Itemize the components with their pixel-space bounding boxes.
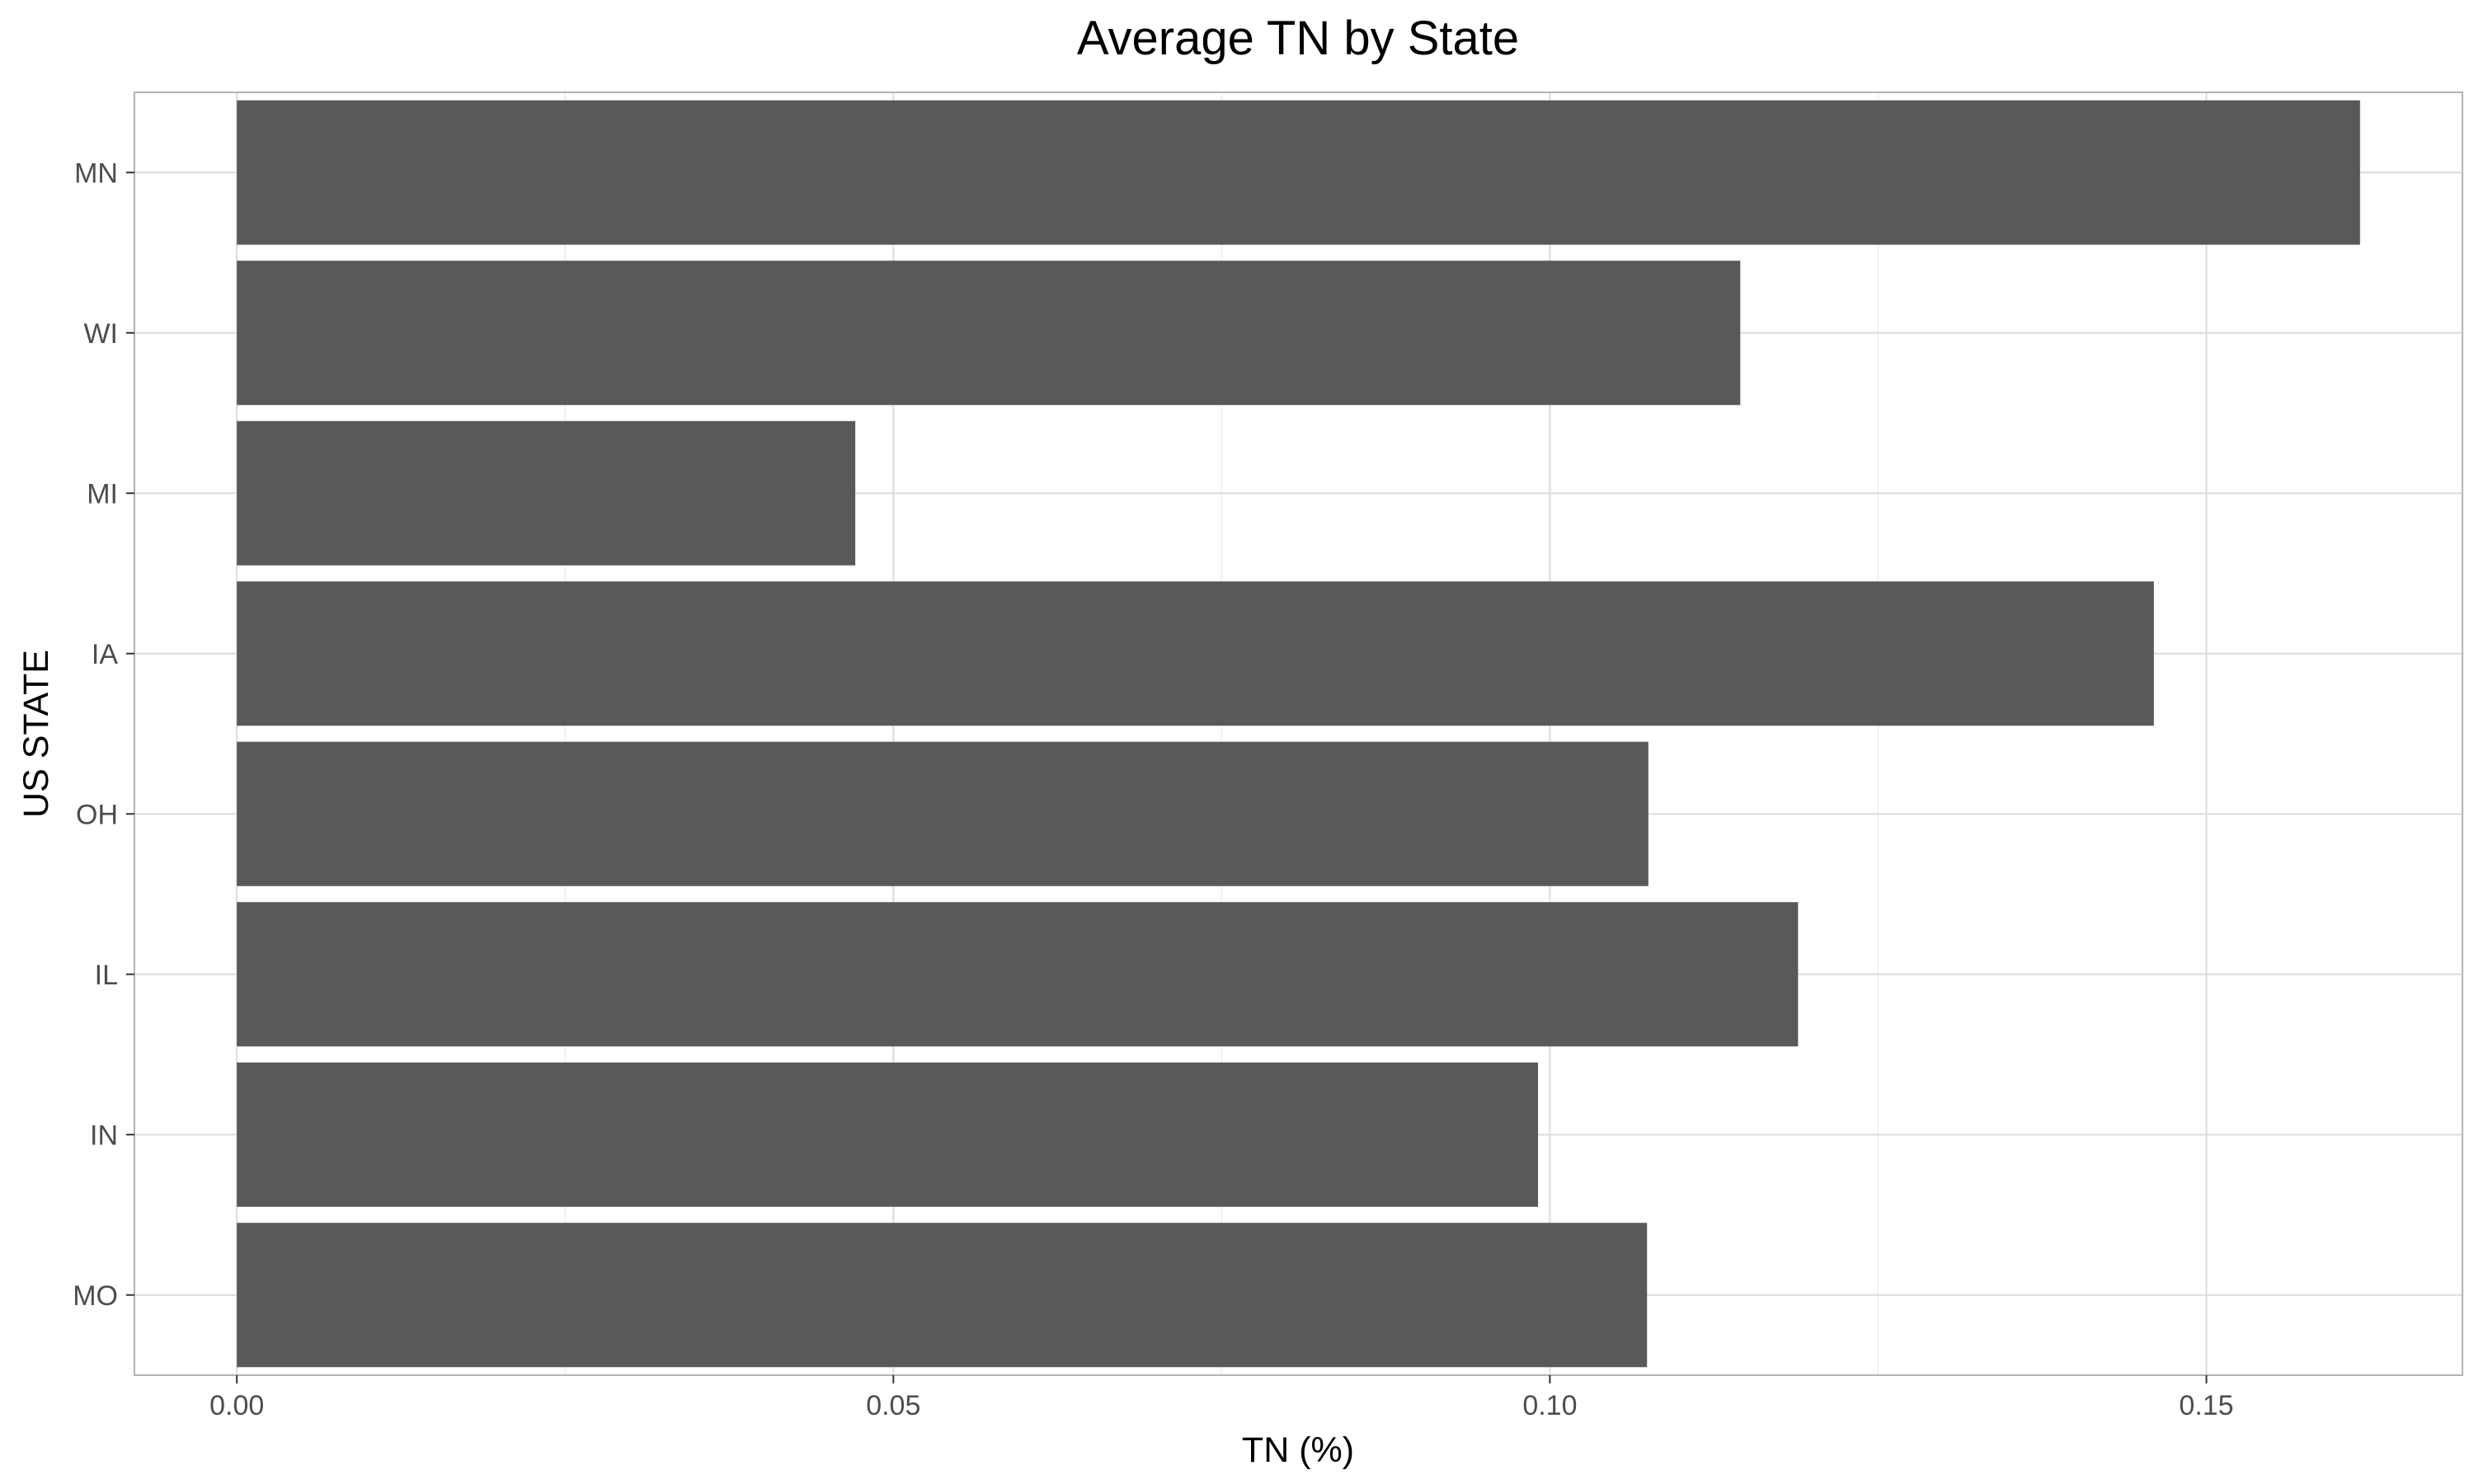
y-tick-label-mn: MN: [74, 157, 118, 189]
bar-ia: [237, 581, 2154, 726]
y-tick-label-ia: IA: [92, 639, 118, 670]
bar-mi: [237, 420, 856, 566]
bar-oh: [237, 741, 1649, 886]
panel-border: [134, 92, 2463, 1376]
bars: [237, 100, 2360, 1368]
y-axis-title: US STATE: [16, 650, 56, 818]
y-tick-label-in: IN: [90, 1120, 118, 1151]
x-tick-label: 0.15: [2179, 1390, 2233, 1421]
y-tick-label-wi: WI: [83, 318, 118, 350]
x-tick-label: 0.05: [866, 1390, 920, 1421]
chart-title: Average TN by State: [1077, 12, 1519, 65]
bar-mn: [237, 100, 2360, 245]
x-axis-title: TN (%): [1242, 1430, 1354, 1470]
bar-mo: [237, 1223, 1648, 1368]
x-tick-label: 0.10: [1522, 1390, 1577, 1421]
bar-in: [237, 1062, 1539, 1207]
x-axis: 0.00 0.05 0.10 0.15: [209, 1375, 2234, 1421]
bar-il: [237, 902, 1799, 1047]
y-tick-label-il: IL: [95, 960, 118, 991]
y-axis: MN WI MI IA OH IL IN MO: [73, 157, 134, 1312]
y-tick-label-mi: MI: [87, 478, 118, 510]
x-tick-label: 0.00: [209, 1390, 264, 1421]
y-tick-label-mo: MO: [73, 1280, 118, 1312]
y-tick-label-oh: OH: [76, 799, 118, 830]
bar-wi: [237, 261, 1741, 406]
